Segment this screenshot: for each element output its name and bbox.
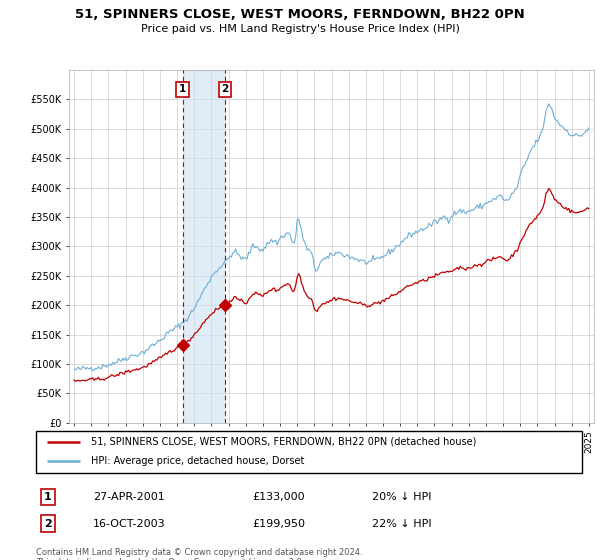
Bar <box>182 70 225 423</box>
Text: 1: 1 <box>44 492 52 502</box>
Text: 2: 2 <box>44 519 52 529</box>
Text: 1: 1 <box>179 85 186 95</box>
Text: 27-APR-2001: 27-APR-2001 <box>93 492 165 502</box>
Text: 51, SPINNERS CLOSE, WEST MOORS, FERNDOWN, BH22 0PN (detached house): 51, SPINNERS CLOSE, WEST MOORS, FERNDOWN… <box>91 437 476 447</box>
Text: 22% ↓ HPI: 22% ↓ HPI <box>372 519 431 529</box>
FancyBboxPatch shape <box>36 431 582 473</box>
Text: 16-OCT-2003: 16-OCT-2003 <box>93 519 166 529</box>
Text: £199,950: £199,950 <box>252 519 305 529</box>
Text: Price paid vs. HM Land Registry's House Price Index (HPI): Price paid vs. HM Land Registry's House … <box>140 24 460 34</box>
Text: 51, SPINNERS CLOSE, WEST MOORS, FERNDOWN, BH22 0PN: 51, SPINNERS CLOSE, WEST MOORS, FERNDOWN… <box>75 8 525 21</box>
Text: 2: 2 <box>221 85 229 95</box>
Text: HPI: Average price, detached house, Dorset: HPI: Average price, detached house, Dors… <box>91 456 304 466</box>
Text: £133,000: £133,000 <box>252 492 305 502</box>
Text: Contains HM Land Registry data © Crown copyright and database right 2024.
This d: Contains HM Land Registry data © Crown c… <box>36 548 362 560</box>
Text: 20% ↓ HPI: 20% ↓ HPI <box>372 492 431 502</box>
